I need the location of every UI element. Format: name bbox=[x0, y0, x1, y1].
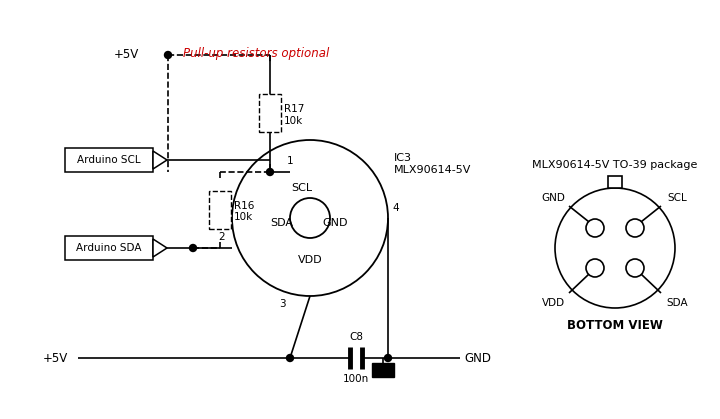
Text: MLX90614-5V: MLX90614-5V bbox=[394, 165, 472, 175]
Bar bbox=[608, 176, 622, 188]
Text: 1: 1 bbox=[287, 156, 293, 166]
Polygon shape bbox=[153, 151, 167, 169]
Circle shape bbox=[189, 245, 197, 251]
Bar bbox=[65, 236, 153, 260]
Text: SCL: SCL bbox=[292, 183, 312, 193]
Text: Arduino SCL: Arduino SCL bbox=[77, 155, 141, 165]
Text: SDA: SDA bbox=[271, 218, 294, 228]
Text: GND: GND bbox=[464, 352, 491, 365]
Text: 100n: 100n bbox=[343, 374, 369, 384]
Text: 10k: 10k bbox=[284, 116, 303, 126]
Text: Arduino SDA: Arduino SDA bbox=[76, 243, 142, 253]
Text: 4: 4 bbox=[392, 203, 400, 213]
Text: 10k: 10k bbox=[234, 212, 253, 222]
Text: +5V: +5V bbox=[113, 49, 139, 62]
Text: MLX90614-5V TO-39 package: MLX90614-5V TO-39 package bbox=[532, 160, 698, 170]
Circle shape bbox=[555, 188, 675, 308]
Text: SCL: SCL bbox=[667, 193, 687, 203]
Text: VDD: VDD bbox=[297, 255, 323, 265]
Text: R17: R17 bbox=[284, 104, 305, 114]
Bar bbox=[372, 363, 394, 377]
Text: 3: 3 bbox=[279, 299, 285, 309]
Circle shape bbox=[626, 219, 644, 237]
Circle shape bbox=[287, 354, 294, 362]
Circle shape bbox=[232, 140, 388, 296]
Bar bbox=[209, 191, 231, 229]
Text: BOTTOM VIEW: BOTTOM VIEW bbox=[567, 318, 663, 331]
Text: R16: R16 bbox=[234, 201, 254, 211]
Text: 2: 2 bbox=[219, 232, 225, 242]
Text: GND: GND bbox=[323, 218, 348, 228]
Text: GND: GND bbox=[541, 193, 565, 203]
Bar bbox=[259, 95, 281, 132]
Circle shape bbox=[586, 219, 604, 237]
Circle shape bbox=[384, 354, 392, 362]
Text: +5V: +5V bbox=[42, 352, 68, 365]
Text: Pull-up resistors optional: Pull-up resistors optional bbox=[183, 47, 329, 59]
Circle shape bbox=[626, 259, 644, 277]
Circle shape bbox=[266, 168, 274, 176]
Text: IC3: IC3 bbox=[394, 153, 412, 163]
Circle shape bbox=[586, 259, 604, 277]
Polygon shape bbox=[153, 239, 167, 257]
Text: SDA: SDA bbox=[666, 298, 688, 308]
Text: VDD: VDD bbox=[541, 298, 564, 308]
Bar bbox=[65, 148, 153, 172]
Text: C8: C8 bbox=[349, 332, 363, 342]
Circle shape bbox=[290, 198, 330, 238]
Circle shape bbox=[164, 52, 171, 59]
